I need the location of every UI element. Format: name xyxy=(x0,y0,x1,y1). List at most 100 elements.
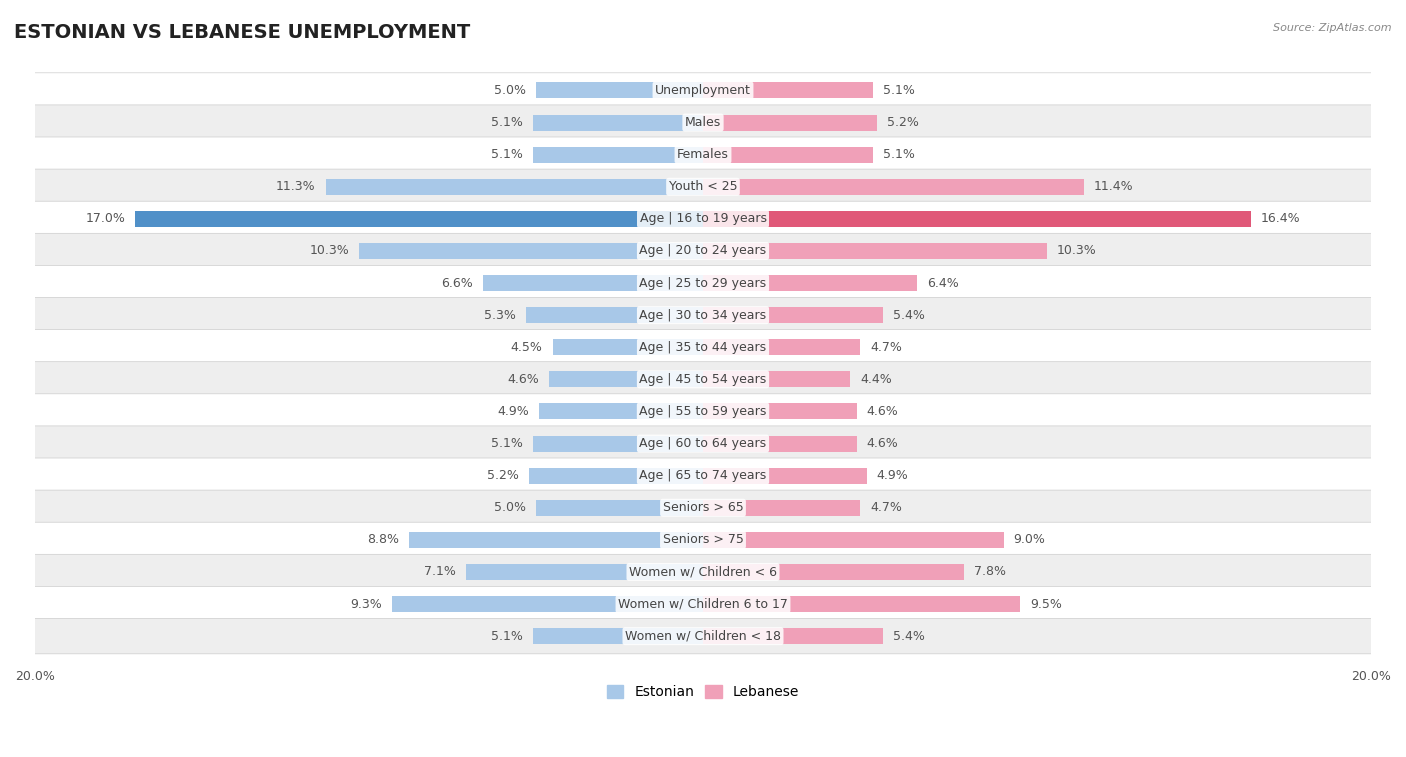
Text: Women w/ Children < 18: Women w/ Children < 18 xyxy=(626,630,780,643)
Text: 7.1%: 7.1% xyxy=(425,565,456,578)
Text: Females: Females xyxy=(678,148,728,161)
FancyBboxPatch shape xyxy=(34,618,1372,654)
Text: 11.4%: 11.4% xyxy=(1094,180,1133,193)
FancyBboxPatch shape xyxy=(34,490,1372,525)
Bar xyxy=(529,468,703,484)
Text: Seniors > 65: Seniors > 65 xyxy=(662,501,744,514)
Text: Age | 20 to 24 years: Age | 20 to 24 years xyxy=(640,245,766,257)
Text: 8.8%: 8.8% xyxy=(367,534,399,547)
FancyBboxPatch shape xyxy=(34,169,1372,204)
Text: Youth < 25: Youth < 25 xyxy=(669,180,737,193)
Text: 6.4%: 6.4% xyxy=(927,276,959,290)
Bar xyxy=(409,532,703,548)
Legend: Estonian, Lebanese: Estonian, Lebanese xyxy=(600,680,806,705)
Bar xyxy=(703,83,873,98)
Text: 5.4%: 5.4% xyxy=(893,309,925,322)
Text: 9.0%: 9.0% xyxy=(1014,534,1046,547)
Text: 5.0%: 5.0% xyxy=(494,84,526,97)
Text: 4.7%: 4.7% xyxy=(870,501,901,514)
FancyBboxPatch shape xyxy=(34,587,1372,621)
Text: 4.6%: 4.6% xyxy=(866,405,898,418)
Bar xyxy=(533,147,703,163)
Text: Unemployment: Unemployment xyxy=(655,84,751,97)
FancyBboxPatch shape xyxy=(34,137,1372,173)
Bar xyxy=(533,435,703,452)
Text: 4.7%: 4.7% xyxy=(870,341,901,354)
Text: 4.4%: 4.4% xyxy=(860,373,891,386)
Text: Age | 45 to 54 years: Age | 45 to 54 years xyxy=(640,373,766,386)
Text: ESTONIAN VS LEBANESE UNEMPLOYMENT: ESTONIAN VS LEBANESE UNEMPLOYMENT xyxy=(14,23,471,42)
Bar xyxy=(135,211,703,227)
Text: 5.3%: 5.3% xyxy=(484,309,516,322)
Text: 5.2%: 5.2% xyxy=(887,116,918,129)
Text: 5.1%: 5.1% xyxy=(883,148,915,161)
FancyBboxPatch shape xyxy=(34,554,1372,590)
FancyBboxPatch shape xyxy=(34,522,1372,557)
FancyBboxPatch shape xyxy=(34,105,1372,140)
Bar xyxy=(703,339,860,355)
Text: 5.1%: 5.1% xyxy=(491,116,523,129)
Text: Seniors > 75: Seniors > 75 xyxy=(662,534,744,547)
Text: 5.2%: 5.2% xyxy=(488,469,519,482)
Text: Age | 55 to 59 years: Age | 55 to 59 years xyxy=(640,405,766,418)
Bar xyxy=(703,275,917,291)
FancyBboxPatch shape xyxy=(34,426,1372,461)
Text: Age | 25 to 29 years: Age | 25 to 29 years xyxy=(640,276,766,290)
Text: 4.9%: 4.9% xyxy=(498,405,529,418)
Text: 9.3%: 9.3% xyxy=(350,597,382,611)
Text: 5.1%: 5.1% xyxy=(491,148,523,161)
Bar xyxy=(703,468,866,484)
Text: 4.6%: 4.6% xyxy=(866,437,898,450)
Text: 17.0%: 17.0% xyxy=(86,213,125,226)
Text: 5.1%: 5.1% xyxy=(491,437,523,450)
Bar xyxy=(540,403,703,419)
Bar xyxy=(703,628,883,644)
Bar xyxy=(703,403,856,419)
Text: 5.1%: 5.1% xyxy=(491,630,523,643)
Text: 4.6%: 4.6% xyxy=(508,373,540,386)
Bar xyxy=(526,307,703,323)
Text: 11.3%: 11.3% xyxy=(276,180,315,193)
Text: 4.5%: 4.5% xyxy=(510,341,543,354)
Bar xyxy=(703,147,873,163)
FancyBboxPatch shape xyxy=(34,201,1372,236)
Text: 5.1%: 5.1% xyxy=(883,84,915,97)
Bar xyxy=(533,628,703,644)
Text: 7.8%: 7.8% xyxy=(973,565,1005,578)
Bar xyxy=(703,500,860,516)
Bar xyxy=(553,339,703,355)
Text: 10.3%: 10.3% xyxy=(1057,245,1097,257)
Bar xyxy=(703,179,1084,195)
Bar xyxy=(533,114,703,131)
Text: 10.3%: 10.3% xyxy=(309,245,349,257)
FancyBboxPatch shape xyxy=(34,362,1372,397)
Text: Males: Males xyxy=(685,116,721,129)
Text: 5.0%: 5.0% xyxy=(494,501,526,514)
Text: Age | 35 to 44 years: Age | 35 to 44 years xyxy=(640,341,766,354)
Bar xyxy=(703,435,856,452)
Text: 5.4%: 5.4% xyxy=(893,630,925,643)
Text: Women w/ Children < 6: Women w/ Children < 6 xyxy=(628,565,778,578)
Text: 16.4%: 16.4% xyxy=(1261,213,1301,226)
FancyBboxPatch shape xyxy=(34,458,1372,494)
Bar xyxy=(550,372,703,388)
FancyBboxPatch shape xyxy=(34,73,1372,108)
FancyBboxPatch shape xyxy=(34,233,1372,269)
FancyBboxPatch shape xyxy=(34,394,1372,429)
Bar xyxy=(703,211,1251,227)
Text: Age | 16 to 19 years: Age | 16 to 19 years xyxy=(640,213,766,226)
Bar xyxy=(703,372,851,388)
Bar xyxy=(703,564,963,580)
Text: 9.5%: 9.5% xyxy=(1031,597,1062,611)
Bar xyxy=(536,500,703,516)
Bar xyxy=(392,596,703,612)
Bar xyxy=(482,275,703,291)
Bar xyxy=(536,83,703,98)
Text: Women w/ Children 6 to 17: Women w/ Children 6 to 17 xyxy=(619,597,787,611)
Text: Age | 30 to 34 years: Age | 30 to 34 years xyxy=(640,309,766,322)
Text: Age | 65 to 74 years: Age | 65 to 74 years xyxy=(640,469,766,482)
Text: 4.9%: 4.9% xyxy=(877,469,908,482)
Text: Source: ZipAtlas.com: Source: ZipAtlas.com xyxy=(1274,23,1392,33)
FancyBboxPatch shape xyxy=(34,298,1372,333)
Bar xyxy=(703,532,1004,548)
